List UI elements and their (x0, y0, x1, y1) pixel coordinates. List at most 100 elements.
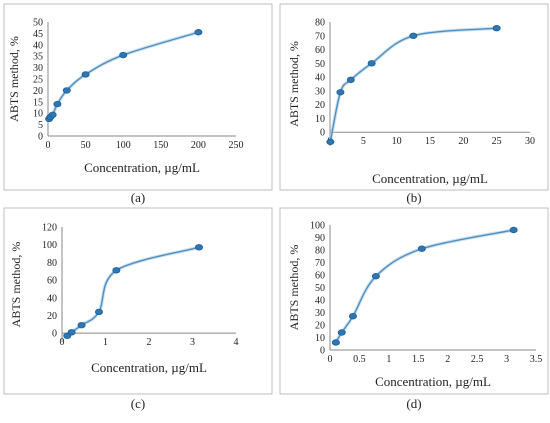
x-tick-label: 150 (153, 140, 168, 151)
x-tick-label: 50 (81, 140, 91, 151)
y-tick-label: 10 (315, 114, 325, 125)
series-line (48, 31, 199, 120)
x-tick-label: 1 (386, 354, 391, 365)
data-point (119, 51, 128, 59)
x-axis-label: Concentration, µg/mL (375, 374, 491, 389)
chart-panel-d: 0 0.5 1 1.5 2 2.5 3 3.50102030405060708090100Co… (279, 207, 549, 395)
data-point (336, 89, 345, 96)
y-tick-label: 20 (315, 321, 325, 332)
x-tick-label: 3 (504, 354, 509, 365)
x-tick-label: 0 (328, 354, 333, 365)
x-tick-label: 2.5 (471, 354, 484, 365)
y-tick-label: 70 (315, 258, 325, 269)
y-tick-label: 30 (315, 86, 325, 97)
data-point (94, 308, 103, 316)
y-tick-label: 20 (315, 100, 325, 111)
y-tick-label: 80 (47, 258, 57, 269)
y-tick-label: 10 (33, 109, 43, 120)
y-tick-label: 80 (315, 18, 325, 29)
x-tick-label: 1 (103, 337, 108, 348)
y-tick-label: 50 (315, 59, 325, 70)
y-tick-label: 0 (38, 132, 43, 143)
y-tick-label: 30 (315, 308, 325, 319)
data-point (509, 226, 518, 234)
data-point (371, 273, 380, 280)
y-tick-label: 120 (42, 223, 57, 234)
y-tick-label: 40 (315, 296, 325, 307)
panel-frame-a (3, 3, 273, 191)
data-point (67, 329, 76, 336)
y-tick-label: 45 (33, 29, 43, 40)
y-tick-label: 40 (315, 73, 325, 84)
y-axis-label: ABTS method, % (287, 245, 301, 331)
y-tick-label: 40 (47, 293, 57, 304)
panel-frame-b (279, 3, 549, 191)
x-tick-label: 4 (234, 337, 239, 348)
x-axis-label: Concentration, µg/mL (91, 360, 207, 375)
x-tick-label: 1.5 (412, 354, 425, 365)
y-tick-label: 50 (33, 18, 43, 29)
x-tick-label: 100 (116, 140, 131, 151)
y-tick-label: 35 (33, 52, 43, 63)
series-line-shadow (328, 26, 497, 143)
y-tick-label: 100 (310, 221, 325, 232)
x-tick-label: 25 (492, 136, 502, 147)
y-tick-label: 0 (320, 128, 325, 139)
series-line (66, 246, 200, 337)
y-axis-label: ABTS method, % (7, 36, 21, 122)
y-tick-label: 60 (47, 276, 57, 287)
panel-frame-d (279, 207, 549, 395)
chart-panel-a: 0 50 100 150 200 25005101520253035404550Conce… (3, 3, 273, 191)
data-point (48, 111, 57, 118)
data-point (195, 244, 204, 251)
x-tick-label: 0 (46, 140, 51, 151)
y-tick-label: 0 (320, 346, 325, 357)
x-axis-label: Concentration, µg/mL (84, 160, 200, 175)
series-line (329, 27, 497, 143)
y-axis-label: ABTS method, % (287, 41, 301, 127)
y-tick-label: 5 (38, 120, 43, 131)
x-tick-label: 2 (445, 354, 450, 365)
x-axis-label: Concentration, µg/mL (372, 171, 488, 186)
y-tick-label: 70 (315, 31, 325, 42)
panel-letter-c: (c) (131, 396, 145, 411)
data-point (409, 32, 418, 39)
y-tick-label: 60 (315, 45, 325, 56)
panel-letter-a: (a) (131, 190, 145, 205)
y-tick-label: 50 (315, 283, 325, 294)
x-tick-label: 250 (229, 140, 244, 151)
panel-frame-c (3, 207, 273, 395)
y-tick-label: 100 (42, 240, 57, 251)
panel-letter-b: (b) (406, 190, 421, 205)
y-axis-label: ABTS method, % (9, 242, 23, 328)
x-tick-label: 2 (147, 337, 152, 348)
x-tick-label: 3 (190, 337, 195, 348)
y-tick-label: 60 (315, 271, 325, 282)
panel-letter-d: (d) (406, 396, 421, 411)
x-tick-label: 3.5 (530, 354, 543, 365)
x-tick-label: 20 (458, 136, 468, 147)
y-tick-label: 20 (33, 86, 43, 97)
data-point (81, 71, 90, 78)
data-point (417, 245, 426, 252)
y-tick-label: 40 (33, 40, 43, 51)
data-point (346, 76, 355, 84)
x-tick-label: 0.5 (353, 354, 366, 365)
data-point (112, 267, 121, 274)
data-point (337, 329, 346, 336)
x-tick-label: 5 (361, 136, 366, 147)
data-point (53, 100, 62, 108)
series-line-shadow (47, 30, 199, 120)
x-tick-label: 200 (191, 140, 206, 151)
x-tick-label: 10 (392, 136, 402, 147)
y-tick-label: 15 (33, 97, 43, 108)
chart-panel-b: 05101520253001020304050607080Concentrati… (279, 3, 549, 191)
data-point (194, 29, 203, 36)
y-tick-label: 30 (33, 63, 43, 74)
y-tick-label: 80 (315, 246, 325, 257)
y-tick-label: 10 (315, 333, 325, 344)
y-tick-label: 0 (52, 329, 57, 340)
x-tick-label: 0 (60, 337, 65, 348)
x-tick-label: 15 (425, 136, 435, 147)
